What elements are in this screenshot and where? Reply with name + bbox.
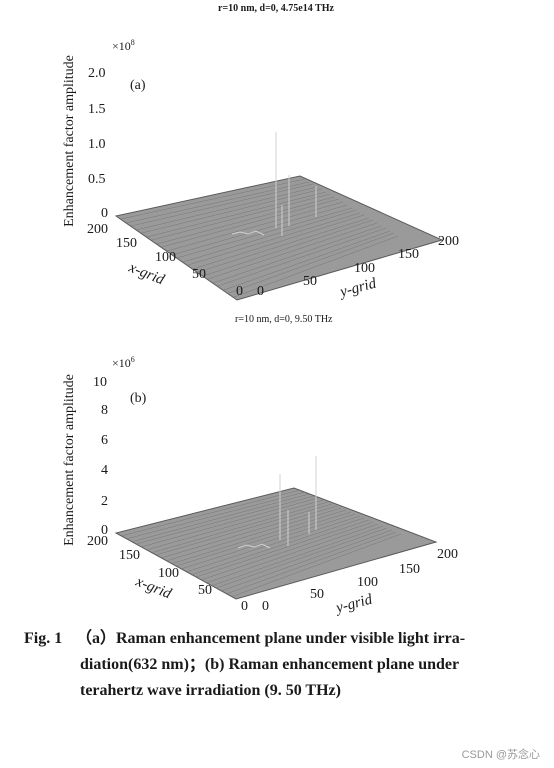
panel-b-x-tick: 100: [158, 566, 179, 581]
panel-b-z-tick: 2: [101, 494, 108, 509]
caption-label: Fig. 1: [24, 630, 63, 647]
panel-a-z-tick: 0: [101, 206, 108, 221]
panel-b-x-tick: 150: [119, 548, 140, 563]
panel-a-z-tick: 0.5: [88, 172, 106, 187]
panel-a-x-tick: 200: [87, 222, 108, 237]
panel-a-y-tick: 100: [354, 261, 375, 276]
panel-b-x-tick: 200: [87, 534, 108, 549]
panel-a-y-tick: 50: [303, 274, 317, 289]
panel-b-z-tick: 10: [93, 375, 107, 390]
watermark: CSDN @苏念心: [461, 749, 540, 761]
panel-a-x-tick: 150: [116, 236, 137, 251]
panel-b-z-tick: 6: [101, 433, 108, 448]
panel-a-z-tick: 1.5: [88, 102, 106, 117]
panel-b-z-tick: 0: [101, 523, 108, 538]
panel-b-title: r=10 nm, d=0, 9.50 THz: [235, 314, 333, 325]
panel-b-tag: (b): [130, 391, 147, 406]
panel-a-x-tick: 0: [236, 284, 243, 299]
panel-a-y-tick: 200: [438, 234, 459, 249]
panel-b-y-tick: 50: [310, 587, 324, 602]
caption-line-2: diation(632 nm)；(b) Raman enhancement pl…: [80, 656, 460, 673]
panel-b-x-tick: 0: [241, 599, 248, 614]
panel-a-tag: (a): [130, 78, 146, 93]
panel-b-scale-factor: ×106: [112, 355, 135, 370]
panel-b-x-tick: 50: [198, 583, 212, 598]
panel-a-x-tick: 50: [192, 267, 206, 282]
panel-a-x-tick: 100: [155, 250, 176, 265]
panel-a-y-tick: 150: [398, 247, 419, 262]
panel-a-y-tick: 0: [257, 284, 264, 299]
panel-b-y-tick: 150: [399, 562, 420, 577]
panel-b-y-tick: 0: [262, 599, 269, 614]
panel-b-z-tick: 4: [101, 463, 108, 478]
panel-a-scale-factor: ×108: [112, 38, 135, 53]
panel-a-title: r=10 nm, d=0, 4.75e14 THz: [218, 3, 334, 14]
panel-a-z-tick: 2.0: [88, 66, 106, 81]
caption-line-1: Fig. 1 （a）Raman enhancement plane under v…: [24, 626, 544, 652]
panel-b-y-tick: 200: [437, 547, 458, 562]
panel-b-y-tick: 100: [357, 575, 378, 590]
caption-line-3: terahertz wave irradiation (9. 50 THz): [80, 682, 341, 699]
panel-b-z-tick: 8: [101, 403, 108, 418]
figure-caption: Fig. 1 （a）Raman enhancement plane under v…: [24, 626, 544, 704]
panel-a-z-tick: 1.0: [88, 137, 106, 152]
caption-text-1: （a）Raman enhancement plane under visible…: [76, 630, 466, 647]
